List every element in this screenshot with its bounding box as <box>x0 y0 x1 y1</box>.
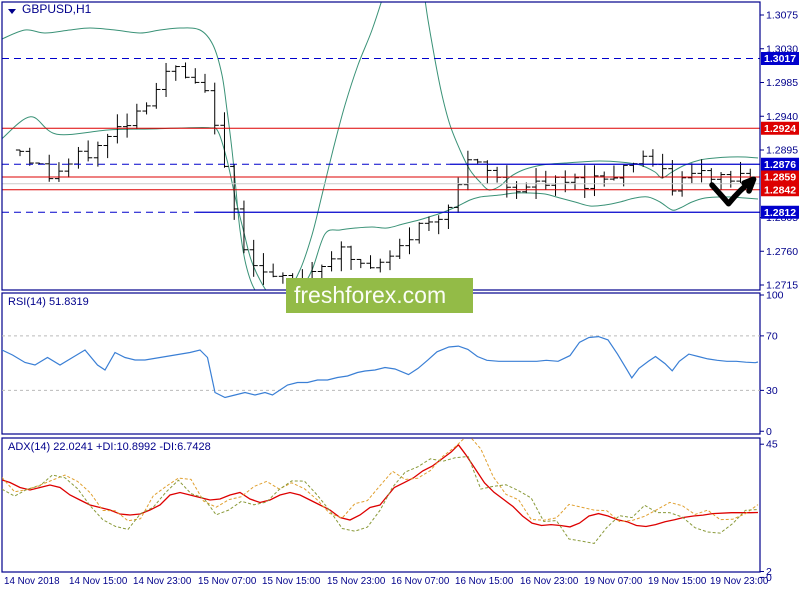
svg-text:1.2940: 1.2940 <box>766 111 798 123</box>
svg-text:45: 45 <box>766 439 778 451</box>
svg-text:1.2985: 1.2985 <box>766 77 798 89</box>
svg-text:15 Nov 07:00: 15 Nov 07:00 <box>198 576 257 587</box>
svg-text:16 Nov 07:00: 16 Nov 07:00 <box>391 576 450 587</box>
svg-text:1.2924: 1.2924 <box>764 123 796 135</box>
svg-text:14 Nov 15:00: 14 Nov 15:00 <box>69 576 128 587</box>
svg-text:70: 70 <box>766 330 778 342</box>
svg-text:1.2859: 1.2859 <box>764 172 796 184</box>
svg-text:16 Nov 15:00: 16 Nov 15:00 <box>455 576 514 587</box>
svg-text:ADX(14) 22.0241 +DI:10.8992 -D: ADX(14) 22.0241 +DI:10.8992 -DI:6.7428 <box>8 441 211 453</box>
svg-text:16 Nov 23:00: 16 Nov 23:00 <box>520 576 579 587</box>
svg-text:0: 0 <box>766 426 772 438</box>
svg-text:19 Nov 07:00: 19 Nov 07:00 <box>584 576 643 587</box>
svg-text:15 Nov 23:00: 15 Nov 23:00 <box>327 576 386 587</box>
svg-text:1.2895: 1.2895 <box>766 145 798 157</box>
svg-text:freshforex.com: freshforex.com <box>294 282 446 308</box>
svg-text:1.3017: 1.3017 <box>764 53 796 65</box>
svg-text:19 Nov 15:00: 19 Nov 15:00 <box>648 576 707 587</box>
svg-text:14 Nov 2018: 14 Nov 2018 <box>4 576 60 587</box>
svg-text:1.3075: 1.3075 <box>766 10 798 22</box>
svg-text:RSI(14) 51.8319: RSI(14) 51.8319 <box>8 296 89 308</box>
svg-text:1.2876: 1.2876 <box>764 159 796 171</box>
svg-text:15 Nov 15:00: 15 Nov 15:00 <box>262 576 321 587</box>
svg-text:100: 100 <box>766 290 784 302</box>
svg-text:1.2760: 1.2760 <box>766 246 798 258</box>
svg-text:GBPUSD,H1: GBPUSD,H1 <box>22 2 92 16</box>
svg-text:30: 30 <box>766 385 778 397</box>
svg-text:1.2842: 1.2842 <box>764 184 796 196</box>
svg-text:1.2812: 1.2812 <box>764 207 796 219</box>
svg-text:14 Nov 23:00: 14 Nov 23:00 <box>133 576 192 587</box>
svg-text:19 Nov 23:00: 19 Nov 23:00 <box>710 576 769 587</box>
